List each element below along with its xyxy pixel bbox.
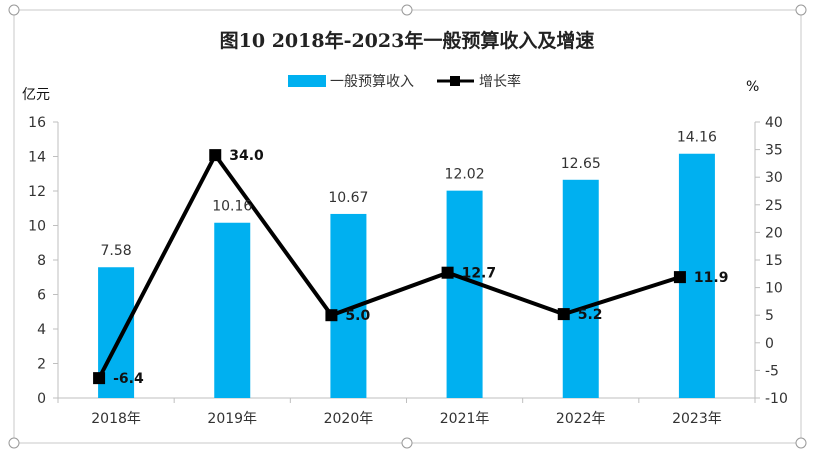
- growth-marker: [441, 266, 454, 279]
- growth-marker: [209, 149, 222, 162]
- right-tick-label: -10: [765, 391, 788, 407]
- chart-title: 图10 2018年-2023年一般预算收入及增速: [220, 29, 595, 52]
- growth-data-label: 5.0: [345, 308, 370, 324]
- bar-data-label: 14.16: [677, 130, 717, 146]
- right-tick-label: 35: [765, 143, 783, 159]
- bar: [446, 190, 483, 398]
- right-tick-label: 15: [765, 253, 783, 269]
- bar-data-label: 12.65: [561, 156, 601, 172]
- growth-data-label: 5.2: [578, 307, 603, 323]
- growth-marker: [93, 372, 106, 385]
- left-axis-unit: 亿元: [22, 87, 50, 103]
- data-labels: 7.58 10.16 10.67 12.02 12.65 14.16 -6.4 34.0 5.0…: [100, 130, 728, 387]
- right-tick-label: 20: [765, 225, 783, 241]
- right-tick-label: 5: [765, 308, 774, 324]
- x-tick-label: 2021年: [440, 411, 490, 427]
- x-tick-label: 2023年: [672, 411, 722, 427]
- axes: 0 2 4 6 8 10 12 14 16 -10 -5 0 5 10 15 20 25 30 35 40 2018年 2…: [28, 115, 788, 427]
- growth-data-label: -6.4: [113, 371, 144, 387]
- left-tick-label: 14: [28, 150, 46, 166]
- x-tick-label: 2019年: [207, 411, 257, 427]
- legend-line-marker: [450, 76, 460, 86]
- right-tick-label: 0: [765, 336, 774, 352]
- growth-data-label: 12.7: [462, 266, 497, 282]
- growth-data-label: 11.9: [694, 270, 729, 286]
- growth-marker: [325, 309, 338, 322]
- x-tick-label: 2020年: [324, 411, 374, 427]
- left-tick-label: 2: [37, 357, 46, 373]
- bar-data-label: 7.58: [100, 243, 131, 259]
- x-tick-label: 2018年: [91, 411, 141, 427]
- legend-line-label: 增长率: [479, 73, 521, 90]
- bar: [214, 222, 251, 398]
- bar: [562, 179, 599, 398]
- right-axis-unit: %: [746, 79, 759, 95]
- right-tick-label: 40: [765, 115, 783, 131]
- left-tick-label: 8: [37, 253, 46, 269]
- left-tick-label: 12: [28, 184, 46, 200]
- right-tick-label: 10: [765, 281, 783, 297]
- bar-data-label: 10.16: [212, 199, 252, 215]
- left-tick-label: 10: [28, 219, 46, 235]
- right-tick-label: 25: [765, 198, 783, 214]
- left-tick-label: 6: [37, 288, 46, 304]
- bars: [98, 153, 715, 398]
- legend-bar-swatch: [288, 75, 326, 87]
- right-tick-label: -5: [765, 363, 779, 379]
- line-series: [93, 149, 686, 385]
- legend: 一般预算收入 增长率: [288, 73, 521, 90]
- legend-bar-label: 一般预算收入: [330, 74, 414, 90]
- selection-frame: [8, 4, 807, 449]
- left-tick-label: 0: [37, 391, 46, 407]
- growth-marker: [557, 308, 570, 321]
- bar-data-label: 12.02: [445, 167, 485, 183]
- left-tick-label: 16: [28, 115, 46, 131]
- left-tick-label: 4: [37, 322, 46, 338]
- growth-marker: [673, 271, 686, 284]
- x-tick-label: 2022年: [556, 411, 606, 427]
- growth-line: [97, 153, 681, 380]
- bar-data-label: 10.67: [328, 190, 368, 206]
- growth-data-label: 34.0: [229, 148, 264, 164]
- right-tick-label: 30: [765, 170, 783, 186]
